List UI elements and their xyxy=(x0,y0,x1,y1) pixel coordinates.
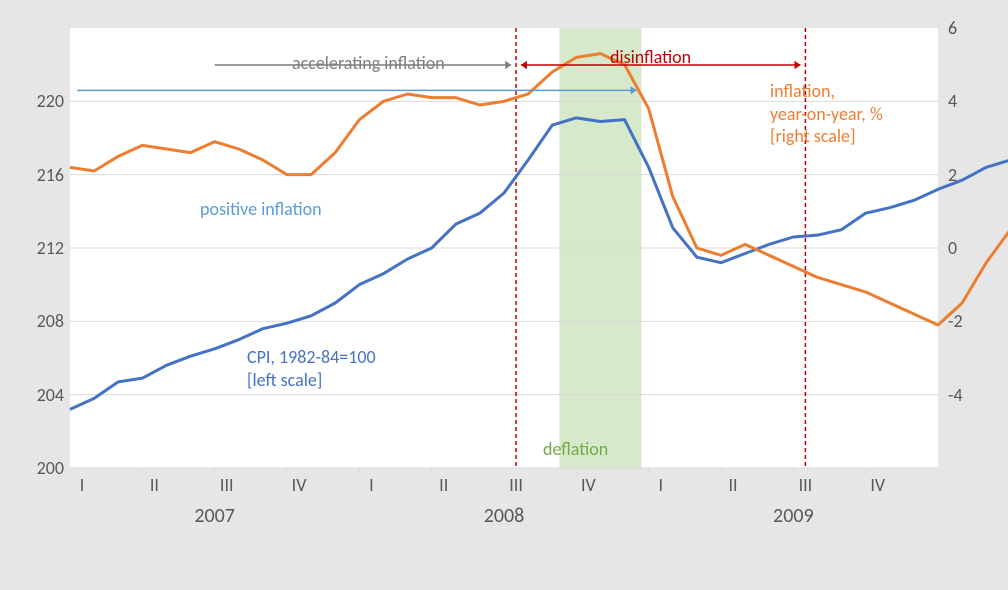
x-quarter-label: I xyxy=(80,474,85,496)
x-quarter-label: III xyxy=(799,474,813,496)
y-right-tick: 0 xyxy=(948,237,957,259)
x-quarter-label: II xyxy=(150,474,159,496)
annotation: accelerating inflation xyxy=(292,52,445,74)
x-quarter-label: II xyxy=(439,474,448,496)
y-left-tick: 212 xyxy=(30,237,64,259)
annotation: deflation xyxy=(543,438,608,460)
x-year-label: 2007 xyxy=(194,504,235,528)
y-right-tick: -4 xyxy=(948,384,963,406)
x-year-label: 2009 xyxy=(773,504,814,528)
x-quarter-label: III xyxy=(220,474,234,496)
y-left-tick: 204 xyxy=(30,384,64,406)
y-right-tick: 2 xyxy=(948,164,957,186)
x-quarter-label: II xyxy=(729,474,738,496)
y-left-tick: 200 xyxy=(30,457,64,479)
y-right-tick: -2 xyxy=(948,310,963,332)
annotation: inflation, year-on-year, % [right scale] xyxy=(770,80,883,148)
y-right-tick: 6 xyxy=(948,17,957,39)
y-right-tick: 4 xyxy=(948,90,957,112)
y-left-tick: 216 xyxy=(30,164,64,186)
annotation: positive inflation xyxy=(200,198,322,220)
x-quarter-label: IV xyxy=(870,474,885,496)
y-left-tick: 220 xyxy=(30,90,64,112)
x-quarter-label: IV xyxy=(292,474,307,496)
y-left-tick: 208 xyxy=(30,310,64,332)
annotation: CPI, 1982-84=100 [left scale] xyxy=(247,346,376,391)
x-year-label: 2008 xyxy=(484,504,525,528)
annotation: disinflation xyxy=(610,46,691,68)
x-quarter-label: IV xyxy=(581,474,596,496)
x-quarter-label: I xyxy=(369,474,374,496)
x-quarter-label: I xyxy=(658,474,663,496)
x-quarter-label: III xyxy=(509,474,523,496)
